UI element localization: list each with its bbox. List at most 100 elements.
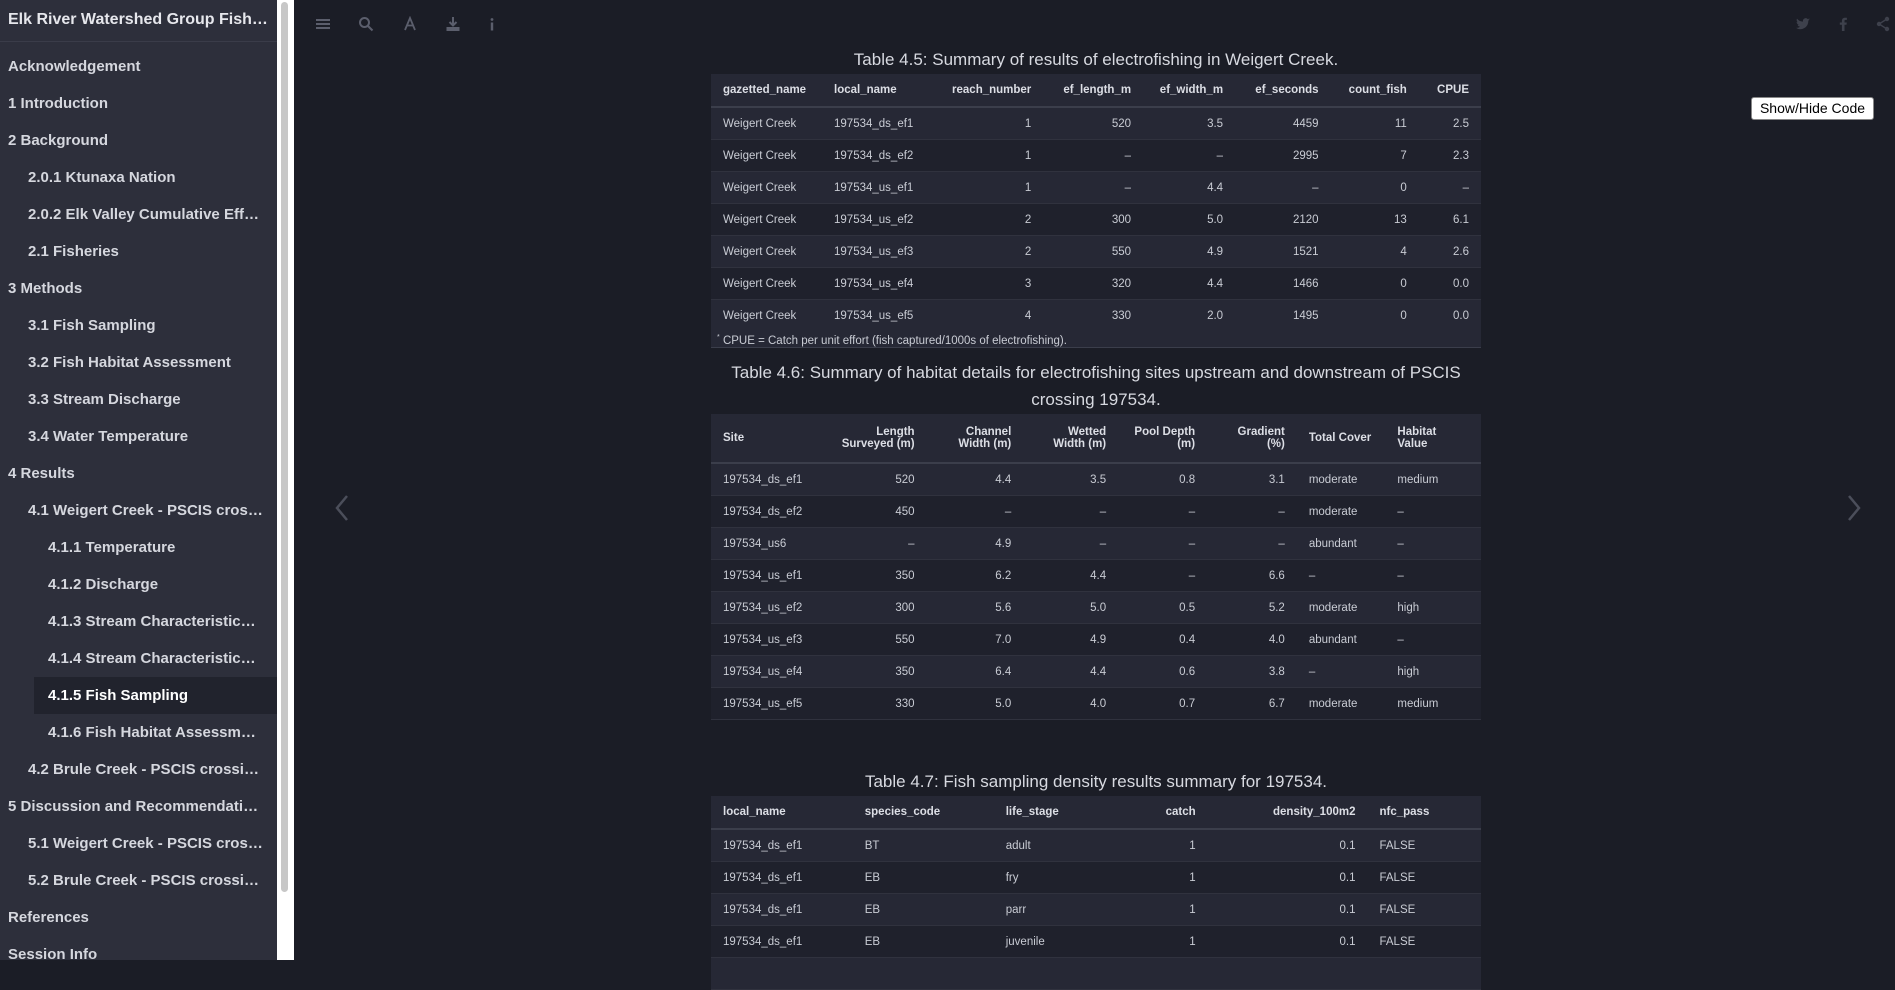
sidebar-scrollbar[interactable] [280,0,289,960]
toc-item[interactable]: 4.1.3 Stream Characteristics at Crossing [48,613,277,630]
table-cell: – [1418,171,1481,204]
table-cell: 3.5 [1023,463,1119,496]
table-cell: – [1023,495,1119,528]
table-cell: adult [993,829,1130,862]
menu-icon[interactable] [314,16,332,34]
table-cell: EB [852,893,994,926]
table-row: Weigert Creek 197534_ds_ef2 1– –2995 7 2.3 [711,139,1481,172]
column-header: Pool Depth (m) [1118,414,1208,464]
table-cell: 550 [828,623,927,656]
table-cell: 197534_ds_ef2 [711,495,829,528]
column-header: ef_seconds [1235,74,1331,108]
table-cell: 4 [1330,235,1419,268]
table-cell: – [1043,139,1144,172]
previous-page-icon[interactable] [330,490,354,526]
table-cell: 197534_ds_ef2 [822,139,931,172]
sidebar-scrollbar-thumb[interactable] [281,2,288,892]
table-cell: Weigert Creek [711,171,823,204]
toc-item[interactable]: 2.1 Fisheries [28,243,119,260]
table-cell: 0.4 [1118,623,1208,656]
table-cell: moderate [1296,463,1386,496]
table-cell: 0.6 [1118,655,1208,688]
table-cell: – [1207,495,1297,528]
facebook-icon[interactable] [1834,16,1852,34]
table-cell: – [1043,171,1144,204]
table-cell: 6.1 [1418,203,1481,236]
toc-item[interactable]: 5 Discussion and Recommendations [8,798,270,815]
table-cell: FALSE [1367,861,1481,894]
font-icon[interactable] [401,15,419,34]
column-header: CPUE [1418,74,1481,108]
toc-item[interactable]: 3.1 Fish Sampling [28,317,156,334]
toc-item[interactable]: 5.1 Weigert Creek - PSCIS crossing 19753… [28,835,277,852]
toc-item[interactable]: 2 Background [8,132,109,149]
download-icon[interactable] [444,16,462,34]
toc-item[interactable]: 4.1.1 Temperature [48,539,176,556]
toc-item[interactable]: 3.4 Water Temperature [28,428,189,445]
table-cell: 3 [930,267,1044,300]
table-row: 197534_ds_ef2 450– – – – moderate – [711,495,1481,528]
toc-item[interactable]: 4.1 Weigert Creek - PSCIS crossing 19753… [28,502,277,519]
toc-item[interactable]: 4.2 Brule Creek - PSCIS crossing 197559 [28,761,277,778]
table-cell: 7.0 [926,623,1024,656]
table-cell: 2 [930,235,1044,268]
book-title[interactable]: Elk River Watershed Group Fish Passage [0,0,277,42]
table-row: 197534_ds_ef1 520 4.4 3.5 0.8 3.1 moderate medi… [711,463,1481,496]
table-cell: 5.0 [1143,203,1236,236]
table-cell: 4.9 [926,527,1024,560]
table-row: Weigert Creek 197534_us_ef3 2 550 4.9 1521 4 2.… [711,235,1481,268]
toc-item[interactable]: 4.1.6 Fish Habitat Assessment [48,724,264,741]
table-cell: 2 [930,203,1044,236]
toc-item[interactable]: 4.1.5 Fish Sampling [34,677,277,714]
table-row: 197534_ds_ef1 BT adult 1 0.1 FALSE [711,829,1481,862]
table-cell: 4.4 [1143,267,1236,300]
table-cell: EB [852,925,994,958]
table-cell: 4459 [1235,107,1331,140]
toc-item[interactable]: 2.0.1 Ktunaxa Nation [28,169,176,186]
column-header: ef_length_m [1043,74,1144,108]
table-cell: 7 [1330,139,1419,172]
table-cell: 6.2 [926,559,1024,592]
toc-item[interactable]: 2.0.2 Elk Valley Cumulative Effects Mana… [28,206,277,223]
toc-item[interactable]: 1 Introduction [8,95,108,112]
toc-item[interactable]: 3.2 Fish Habitat Assessment [28,354,231,371]
table-cell: 520 [828,463,927,496]
sidebar-toc: Elk River Watershed Group Fish Passage A… [0,0,277,960]
table-cell: – [1207,527,1297,560]
table-cell: 1 [930,171,1044,204]
toc-item[interactable]: Acknowledgement [8,58,141,75]
table-cell: 0.5 [1118,591,1208,624]
next-page-icon[interactable] [1842,490,1866,526]
table-cell: – [1385,527,1481,560]
table-cell: 1 [1129,925,1208,958]
toc-item[interactable]: 3 Methods [8,280,83,297]
table-cell: medium [1385,687,1481,720]
search-icon[interactable] [357,16,375,34]
toc-item[interactable]: Session Info [8,946,98,960]
table-cell: 1495 [1235,299,1331,332]
table-row: Weigert Creek 197534_us_ef1 1–4.4–0– [711,171,1481,204]
table-row: 197534_us_ef3 550 7.0 4.9 0.4 4.0 abundant – [711,623,1481,656]
info-icon[interactable] [483,16,501,34]
table-cell: 330 [828,687,927,720]
toc-item[interactable]: 4 Results [8,465,75,482]
table-cell: 0.1 [1207,829,1368,862]
toc-item[interactable]: 4.1.2 Discharge [48,576,159,593]
table-cell [1207,957,1368,990]
table-cell: – [1385,495,1481,528]
toc-item[interactable]: 4.1.4 Stream Characteristics Upstream [48,650,277,667]
table-cell: 197534_us_ef2 [822,203,931,236]
table-cell [852,957,994,990]
table-cell: high [1385,655,1481,688]
share-icon[interactable] [1874,16,1892,34]
table-cell: 1 [1129,829,1208,862]
column-header: life_stage [993,796,1130,830]
toc-item[interactable]: References [8,909,89,926]
show-hide-code-button[interactable]: Show/Hide Code [1751,97,1874,120]
twitter-icon[interactable] [1794,16,1812,34]
table-cell: 0.1 [1207,925,1368,958]
table-cell: FALSE [1367,925,1481,958]
toc-item[interactable]: 5.2 Brule Creek - PSCIS crossing 197559 [28,872,277,889]
toc-item[interactable]: 3.3 Stream Discharge [28,391,181,408]
table-cell: 197534_us_ef4 [822,267,931,300]
